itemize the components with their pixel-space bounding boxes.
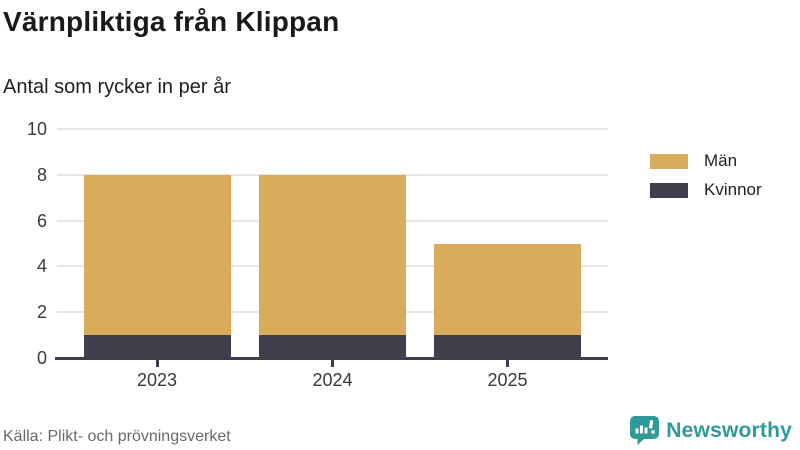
bar-segment-kvinnor-2025: [434, 335, 581, 358]
bar-segment-män-2024: [259, 174, 406, 336]
legend-item-män: Män: [650, 151, 762, 171]
x-axis-baseline: [55, 357, 608, 360]
x-tick-label: 2024: [312, 370, 353, 390]
chart-title: Värnpliktiga från Klippan: [3, 6, 340, 37]
legend: Män Kvinnor: [650, 151, 762, 200]
gridline: [57, 128, 608, 130]
x-tick: [331, 360, 334, 367]
y-tick-label: 2: [36, 302, 47, 323]
x-tick: [506, 360, 509, 367]
bar-segment-män-2025: [434, 243, 581, 336]
bar-segment-kvinnor-2023: [83, 335, 231, 358]
bar-segment-män-2023: [83, 174, 231, 336]
x-tick-label: 2025: [487, 370, 528, 390]
bar-segment-kvinnor-2024: [259, 335, 406, 358]
y-tick-label: 0: [36, 348, 47, 368]
brand: Newsworthy: [630, 416, 792, 445]
y-tick-label: 6: [36, 210, 47, 231]
legend-label: Kvinnor: [704, 180, 762, 199]
x-tick: [155, 360, 159, 367]
newsworthy-logo-icon: [630, 416, 660, 445]
legend-item-kvinnor: Kvinnor: [650, 180, 762, 200]
y-tick-label: 10: [26, 119, 47, 139]
x-tick-label: 2023: [136, 370, 178, 390]
brand-name: Newsworthy: [666, 418, 792, 442]
legend-label: Män: [704, 151, 738, 170]
chart-subtitle: Antal som rycker in per år: [3, 76, 231, 98]
legend-swatch: [650, 153, 688, 169]
source-note: Källa: Plikt- och prövningsverket: [3, 428, 231, 445]
legend-swatch: [650, 182, 688, 198]
y-tick-label: 4: [36, 256, 47, 277]
y-tick-label: 8: [36, 164, 47, 185]
